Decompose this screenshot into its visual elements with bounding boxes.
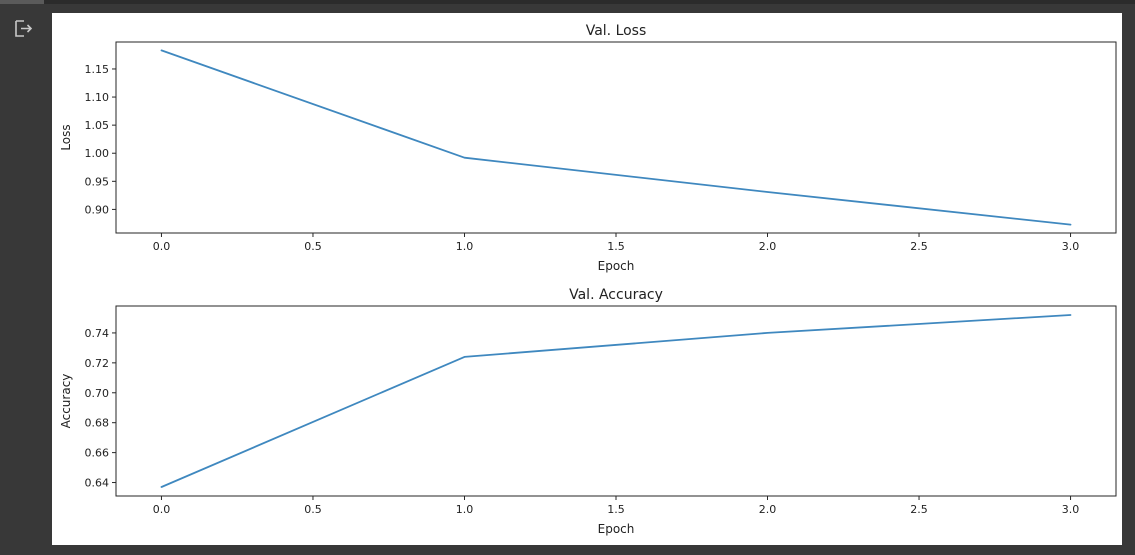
loss-x-tick-label: 1.0 — [456, 240, 474, 253]
accuracy-x-tick-label: 2.5 — [910, 503, 928, 516]
accuracy-y-axis-label: Accuracy — [59, 374, 73, 429]
loss-series-line — [160, 49, 1072, 226]
top-bar — [0, 0, 1135, 4]
loss-y-tick-label: 1.15 — [85, 63, 110, 76]
accuracy-x-tick-label: 1.5 — [607, 503, 625, 516]
top-bar-tab — [0, 0, 44, 4]
output-redirect-icon-graphic — [15, 20, 33, 37]
loss-y-tick-label: 1.05 — [85, 119, 110, 132]
accuracy-y-tick-label: 0.64 — [85, 477, 110, 490]
accuracy-x-tick-label: 0.0 — [153, 503, 171, 516]
accuracy-x-axis-label: Epoch — [598, 522, 635, 536]
accuracy-x-tick-label: 1.0 — [456, 503, 474, 516]
accuracy-x-tick-label: 0.5 — [304, 503, 322, 516]
accuracy-axes-frame — [115, 305, 1117, 497]
accuracy-y-tick-label: 0.74 — [85, 327, 110, 340]
loss-chart-title: Val. Loss — [586, 23, 647, 39]
accuracy-x-tick-label: 2.0 — [759, 503, 777, 516]
charts-figure: Val. Loss 0.0 0.5 1.0 1.5 2.0 2.5 3.0 0.90 0.95 1.… — [59, 23, 1117, 536]
accuracy-y-tick-label: 0.70 — [85, 387, 110, 400]
loss-x-tick-label: 2.5 — [910, 240, 928, 253]
loss-x-tick-label: 0.5 — [304, 240, 322, 253]
loss-y-tick-label: 1.00 — [85, 147, 110, 160]
output-redirect-icon[interactable] — [12, 18, 34, 40]
loss-y-tick-label: 1.10 — [85, 91, 110, 104]
loss-y-axis-label: Loss — [59, 124, 73, 150]
loss-x-axis-label: Epoch — [598, 259, 635, 273]
loss-x-tick-label: 1.5 — [607, 240, 625, 253]
loss-y-tick-label: 0.90 — [85, 203, 110, 216]
accuracy-y-tick-label: 0.68 — [85, 417, 110, 430]
loss-axes-frame — [115, 41, 1117, 234]
accuracy-chart-title: Val. Accuracy — [569, 287, 663, 303]
loss-x-tick-label: 2.0 — [759, 240, 777, 253]
accuracy-series-line — [160, 314, 1072, 488]
loss-x-tick-label: 3.0 — [1062, 240, 1080, 253]
accuracy-x-tick-label: 3.0 — [1062, 503, 1080, 516]
accuracy-y-tick-label: 0.72 — [85, 357, 110, 370]
loss-y-tick-label: 0.95 — [85, 175, 110, 188]
accuracy-y-tick-label: 0.66 — [85, 447, 110, 460]
cell-output-area: Val. Loss 0.0 0.5 1.0 1.5 2.0 2.5 3.0 0.90 0.95 1.… — [52, 13, 1122, 545]
loss-x-tick-label: 0.0 — [153, 240, 171, 253]
